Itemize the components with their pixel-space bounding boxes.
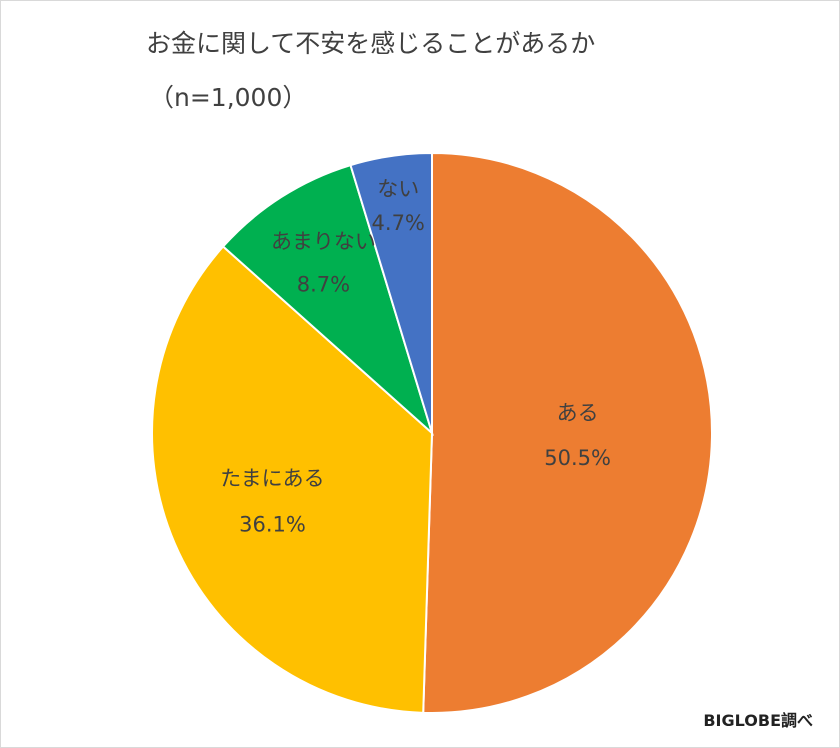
slice-value-label: 36.1% (239, 512, 306, 536)
pie-slice-4 (349, 151, 433, 434)
slice-value-label: 50.5% (544, 446, 611, 470)
pie-slice-1 (422, 151, 713, 714)
slice-category-label: ない (377, 177, 419, 201)
slice-value-label: 8.7% (297, 273, 350, 297)
pie-slice-2 (151, 245, 434, 714)
chart-subtitle: （n=1,000） (149, 83, 308, 112)
pie-slice-3 (221, 163, 434, 437)
slice-category-label: たまにある (220, 466, 324, 490)
slice-category-label: あまりない (271, 230, 376, 254)
slice-category-label: ある (557, 401, 599, 425)
slice-value-label: 4.7% (372, 211, 425, 235)
source-credit: BIGLOBE調べ (703, 711, 813, 730)
chart-title: お金に関して不安を感じることがあるか (146, 29, 596, 58)
